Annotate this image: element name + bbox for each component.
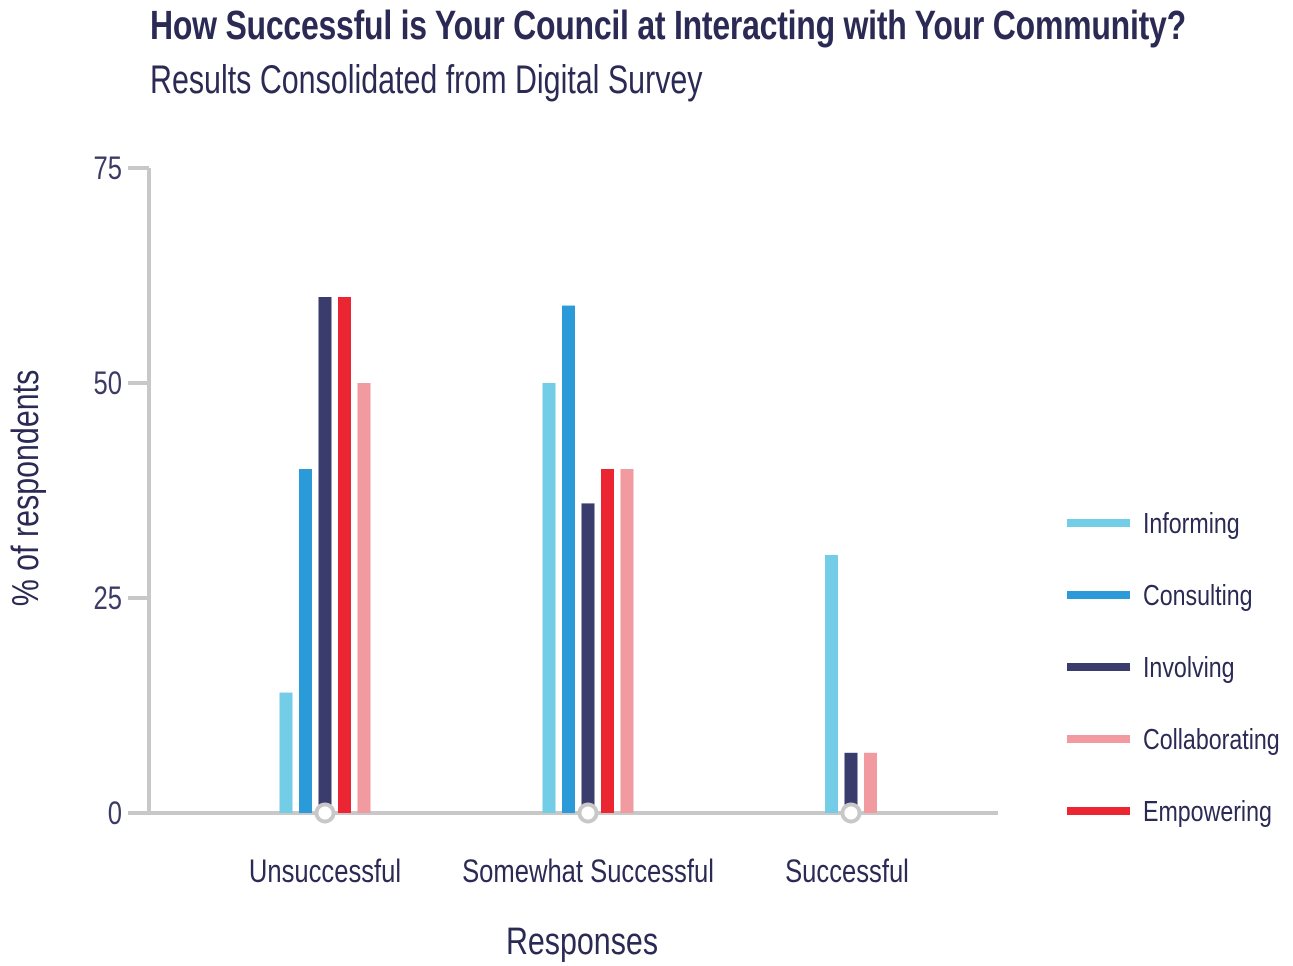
legend-swatch [1067,807,1130,815]
x-category-label: Somewhat Successful [462,854,714,889]
y-tick-labels: 0 25 50 75 [94,151,122,831]
y-tick-label: 75 [94,151,122,186]
bar-consulting-unsuccessful [299,469,312,813]
chart-title: How Successful is Your Council at Intera… [150,2,1186,48]
bar-informing-successful [825,555,838,813]
bar-involving-unsuccessful [318,297,332,813]
legend-swatch [1067,735,1130,743]
legend-swatch [1067,591,1130,599]
legend-label: Empowering [1143,794,1272,827]
y-tick-label: 50 [94,366,122,401]
chart-subtitle: Results Consolidated from Digital Survey [150,58,703,102]
bar-consulting-somewhat-successful [562,305,575,813]
legend-label: Consulting [1143,578,1253,611]
legend-swatch [1067,663,1130,671]
legend-swatch [1067,519,1130,527]
bar-collaborating-unsuccessful [357,383,371,813]
x-category-label: Unsuccessful [249,854,401,889]
bar-collaborating-successful [864,752,877,813]
bar-empowering-somewhat-successful [601,469,614,813]
x-category-labels: Unsuccessful Somewhat Successful Successfu… [249,854,909,889]
category-marker-icon [577,802,599,824]
bar-informing-somewhat-successful [542,383,556,813]
bar-informing-unsuccessful [279,692,293,813]
bar-involving-successful [844,752,858,813]
legend-label: Informing [1143,506,1240,539]
legend-label: Involving [1143,650,1235,683]
chart-legend: Informing Consulting Involving Collaboratin… [1067,506,1280,828]
x-axis-title: Responses [506,921,658,963]
y-tick-label: 0 [108,796,122,831]
bar-collaborating-somewhat-successful [620,469,634,813]
bar-involving-somewhat-successful [581,503,595,813]
bar-empowering-unsuccessful [338,297,351,813]
category-markers [314,802,862,824]
y-tick-label: 25 [94,581,122,616]
legend-label: Collaborating [1143,722,1280,755]
y-axis-title: % of respondents [5,370,47,607]
category-marker-icon [314,802,336,824]
category-marker-icon [840,802,862,824]
chart-bars [279,297,877,813]
x-category-label: Successful [785,854,909,889]
